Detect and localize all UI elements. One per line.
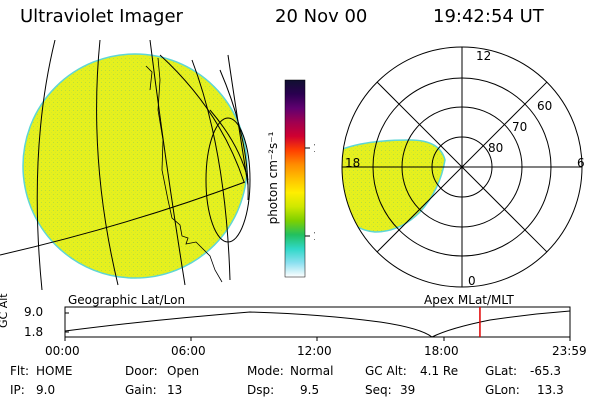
mlat-label-80: 80	[488, 141, 503, 155]
dsp-value: 9.5	[300, 383, 320, 397]
orbit-left-title: Geographic Lat/Lon	[68, 293, 186, 307]
mlt-label-6: 6	[577, 156, 585, 170]
mlat-label-70: 70	[512, 120, 527, 134]
orbit-ytick-bottom: 1.8	[24, 325, 44, 339]
orbit-axis-ticks	[64, 312, 571, 341]
flt-value: HOME	[36, 364, 73, 378]
date-label: 20 Nov 00	[275, 6, 368, 27]
orbit-xtick-1200: 12:00	[297, 344, 332, 358]
colorbar-gradient	[284, 79, 306, 278]
colorbar-unit-label: photon cm⁻²s⁻¹	[266, 131, 280, 224]
geographic-grid	[0, 40, 251, 290]
seq-label: Seq:	[365, 383, 392, 397]
coastline	[145, 57, 223, 283]
polar-grid	[341, 46, 583, 288]
ip-label: IP:	[10, 383, 25, 397]
dsp-label: Dsp:	[247, 383, 275, 397]
auroral-oval-region	[342, 139, 446, 233]
orbit-right-title: Apex MLat/MLT	[424, 293, 514, 307]
glat-label: GLat:	[485, 364, 518, 378]
ip-value: 9.0	[36, 383, 56, 397]
glat-value: -65.3	[530, 364, 562, 378]
polar-mlt-plot: 12 6 18 0 60 70 80	[341, 46, 585, 288]
gain-label: Gain:	[125, 383, 157, 397]
orbit-xtick-0600: 06:00	[171, 344, 206, 358]
mode-label: Mode:	[247, 364, 284, 378]
colorbar-tick-label: 10	[313, 230, 315, 243]
gc-alt-value: 4.1 Re	[420, 364, 459, 378]
mlat-label-60: 60	[537, 99, 552, 113]
orbit-xtick-2359: 23:59	[552, 344, 587, 358]
door-value: Open	[167, 364, 200, 378]
gain-value: 13	[167, 383, 183, 397]
seq-value: 39	[400, 383, 416, 397]
geographic-image-panel	[0, 40, 251, 290]
colorbar: photon cm⁻²s⁻¹ 100 10	[266, 79, 315, 278]
time-label: 19:42:54 UT	[433, 6, 544, 27]
glon-value: 13.3	[537, 383, 564, 397]
mlt-label-18: 18	[345, 156, 360, 170]
orbit-xtick-0000: 00:00	[45, 344, 80, 358]
mlt-label-0: 0	[468, 274, 476, 288]
gc-alt-label: GC Alt:	[365, 364, 407, 378]
mlt-label-12: 12	[476, 49, 491, 63]
orbit-altitude-plot	[64, 306, 571, 341]
colorbar-tick-label: 100	[313, 142, 315, 155]
mode-value: Normal	[290, 364, 334, 378]
auroral-emission-disk	[22, 53, 248, 279]
instrument-title: Ultraviolet Imager	[20, 6, 183, 27]
orbit-ytick-top: 9.0	[24, 305, 44, 319]
orbit-xtick-1800: 18:00	[424, 344, 459, 358]
orbit-altitude-curve	[64, 310, 571, 338]
flt-label: Flt:	[10, 364, 29, 378]
glon-label: GLon:	[485, 383, 520, 397]
door-label: Door:	[125, 364, 158, 378]
